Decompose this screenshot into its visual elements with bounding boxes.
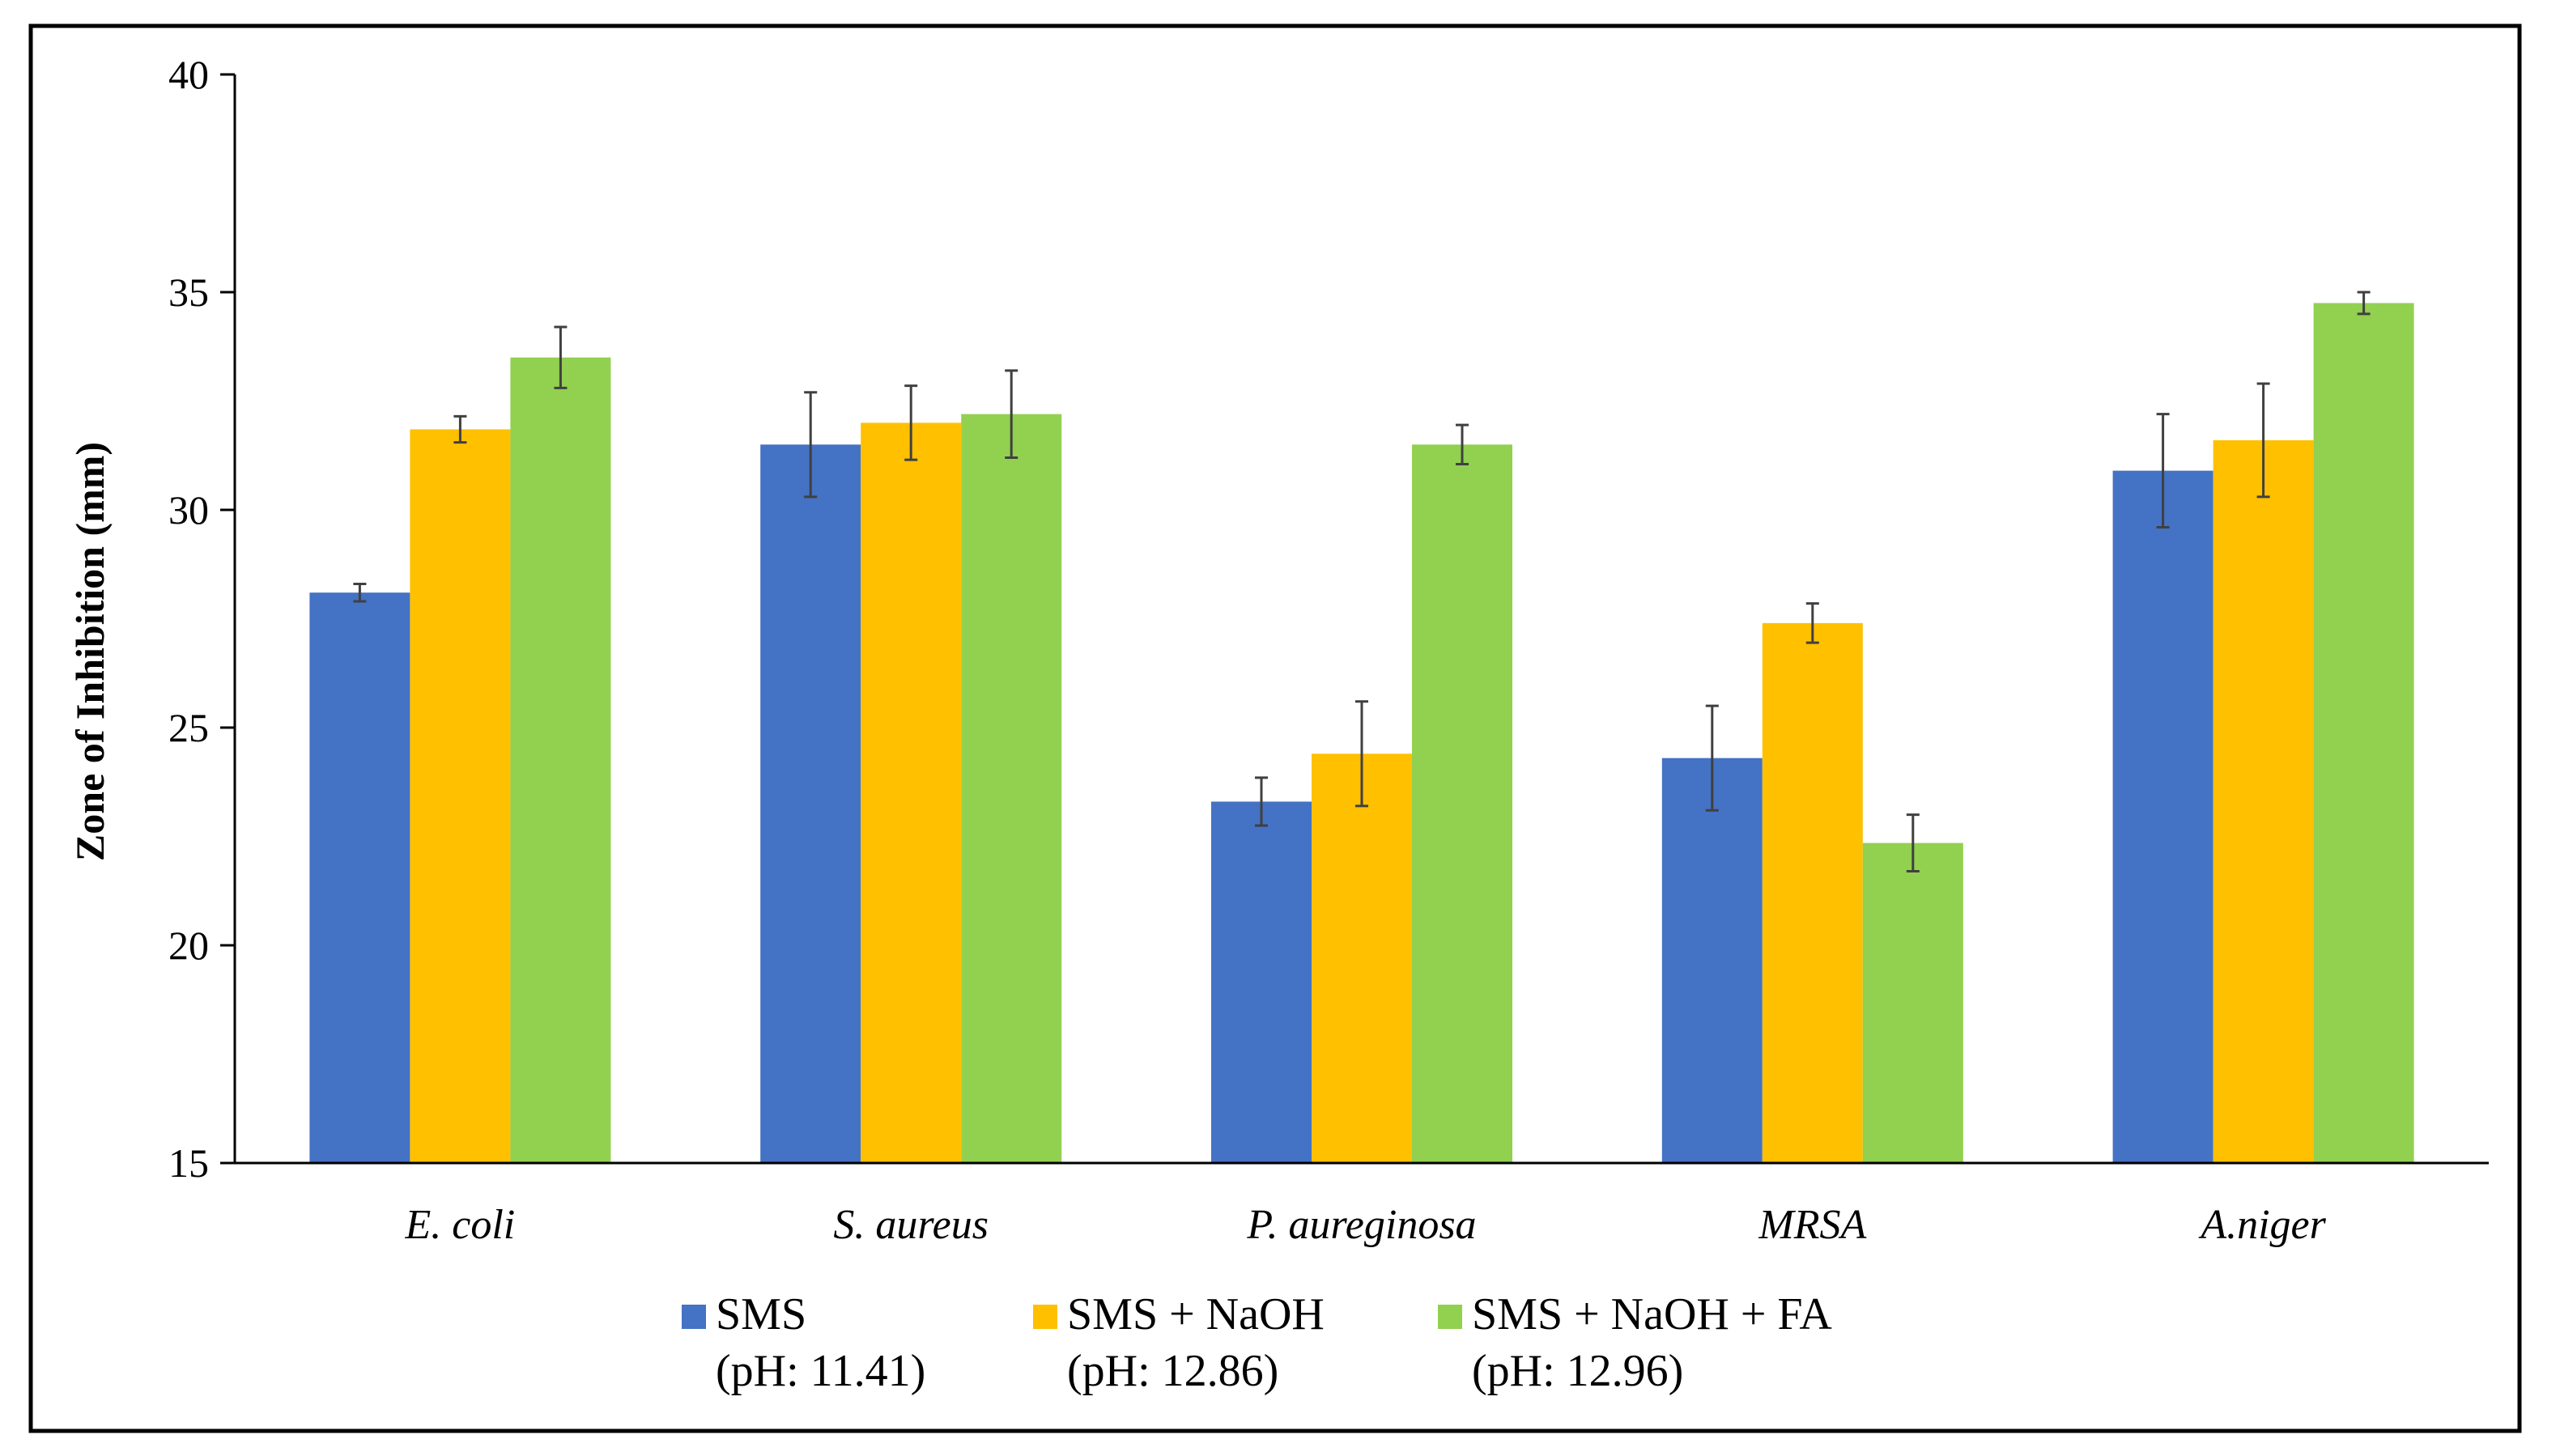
y-tick-label-3: 30 [168, 487, 209, 533]
bar-0-3 [1661, 758, 1763, 1163]
legend-swatch-0 [682, 1305, 706, 1329]
bar-2-1 [961, 414, 1062, 1163]
y-tick-label-1: 20 [168, 923, 209, 968]
legend-swatch-2 [1438, 1305, 1462, 1329]
x-tick-label-0: E. coli [405, 1202, 516, 1248]
legend-label-1: SMS + NaOH [1067, 1289, 1325, 1339]
bar-2-3 [1862, 843, 1963, 1163]
y-tick-label-0: 15 [168, 1140, 209, 1186]
bar-1-1 [861, 422, 962, 1163]
y-tick-label-5: 40 [168, 52, 209, 97]
bar-2-4 [2313, 303, 2414, 1164]
y-axis-title: Zone of Inhibition (mm) [67, 442, 113, 861]
bars-layer [309, 303, 2414, 1164]
bar-0-1 [760, 444, 861, 1163]
bar-2-0 [510, 357, 611, 1163]
legend-sublabel-2: (pH: 12.96) [1472, 1346, 1683, 1396]
bar-1-2 [1312, 753, 1412, 1163]
axes-layer [220, 73, 2489, 1165]
legend-swatch-1 [1033, 1305, 1057, 1329]
labels-layer: E. coli S. aureus P. aureginosa MRSA A.niger… [168, 52, 2327, 1248]
bar-0-4 [2112, 470, 2213, 1163]
y-tick-label-4: 35 [168, 270, 209, 315]
legend-sublabel-0: (pH: 11.41) [716, 1346, 925, 1396]
bar-0-0 [309, 592, 410, 1163]
bar-2-2 [1412, 444, 1512, 1163]
legend-label-0: SMS [716, 1289, 806, 1339]
bar-1-0 [410, 429, 511, 1163]
bar-1-4 [2213, 439, 2314, 1163]
x-tick-label-1: S. aureus [833, 1202, 989, 1248]
x-tick-label-4: A.niger [2198, 1202, 2326, 1248]
x-tick-label-3: MRSA [1758, 1202, 1866, 1248]
bar-0-2 [1211, 801, 1312, 1163]
error-bars-layer [353, 291, 2371, 873]
bar-1-3 [1762, 622, 1863, 1163]
legend: SMS (pH: 11.41) SMS + NaOH (pH: 12.86) SMS +… [682, 1289, 1832, 1396]
y-tick-label-2: 25 [168, 705, 209, 750]
x-tick-label-2: P. aureginosa [1246, 1202, 1476, 1248]
legend-sublabel-1: (pH: 12.86) [1067, 1346, 1278, 1396]
legend-label-2: SMS + NaOH + FA [1472, 1289, 1832, 1339]
